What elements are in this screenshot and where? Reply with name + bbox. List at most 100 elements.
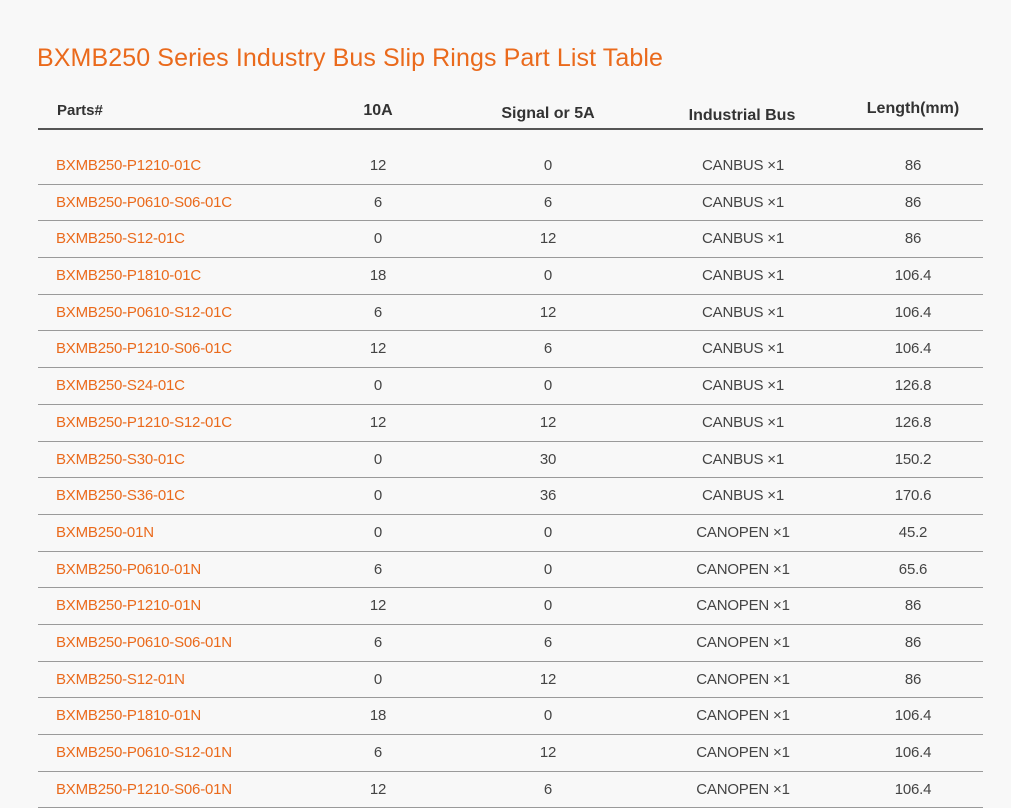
length-cell: 106.4 <box>894 744 932 761</box>
part-number-cell[interactable]: BXMB250-P1210-S06-01C <box>56 340 232 358</box>
signal-cell: 12 <box>539 413 557 431</box>
table-row: BXMB250-P1810-01N 18 0 CANOPEN ×1 106.4 <box>38 698 983 735</box>
signal-cell: 12 <box>539 670 557 688</box>
length-cell: 86 <box>904 670 922 688</box>
header-industrial-bus: Industrial Bus <box>688 107 796 124</box>
length-cell: 126.8 <box>894 413 932 431</box>
length-cell: 170.6 <box>894 487 932 505</box>
ten-amp-cell: 6 <box>373 193 383 211</box>
length-cell: 126.8 <box>894 377 932 395</box>
length-cell: 86 <box>904 597 922 615</box>
part-number-cell[interactable]: BXMB250-01N <box>56 523 154 541</box>
page-title: BXMB250 Series Industry Bus Slip Rings P… <box>37 44 664 72</box>
table-row: BXMB250-S30-01C 0 30 CANBUS ×1 150.2 <box>38 442 983 479</box>
part-number-cell[interactable]: BXMB250-P1210-S12-01C <box>56 413 232 431</box>
signal-cell: 12 <box>539 230 557 248</box>
ten-amp-cell: 6 <box>373 560 383 578</box>
signal-cell: 6 <box>543 193 553 211</box>
header-length: Length(mm) <box>866 100 960 117</box>
length-cell: 86 <box>904 230 922 248</box>
signal-cell: 0 <box>543 707 553 725</box>
length-cell: 106.4 <box>894 267 932 285</box>
industrial-bus-cell: CANOPEN ×1 <box>696 707 790 725</box>
header-signal: Signal or 5A <box>501 105 595 122</box>
signal-cell: 6 <box>543 780 553 798</box>
ten-amp-cell: 12 <box>369 340 387 358</box>
header-parts: Parts# <box>57 102 103 119</box>
part-number-cell[interactable]: BXMB250-P0610-S12-01N <box>56 744 232 761</box>
part-number-cell[interactable]: BXMB250-P0610-S12-01C <box>56 303 232 321</box>
table-row: BXMB250-P0610-S12-01C 6 12 CANBUS ×1 106.4 <box>38 295 983 332</box>
part-number-cell[interactable]: BXMB250-S30-01C <box>56 450 185 468</box>
industrial-bus-cell: CANBUS ×1 <box>702 340 784 358</box>
signal-cell: 12 <box>539 303 557 321</box>
ten-amp-cell: 12 <box>369 157 387 174</box>
table-body: BXMB250-P1210-01C 12 0 CANBUS ×1 86 BXMB250-P… <box>38 148 983 808</box>
industrial-bus-cell: CANBUS ×1 <box>702 157 784 174</box>
part-number-cell[interactable]: BXMB250-P1810-01N <box>56 707 202 725</box>
part-number-cell[interactable]: BXMB250-S12-01C <box>56 230 185 248</box>
ten-amp-cell: 18 <box>369 267 387 285</box>
length-cell: 106.4 <box>894 340 932 358</box>
table-row: BXMB250-P0610-S06-01C 6 6 CANBUS ×1 86 <box>38 185 983 222</box>
signal-cell: 0 <box>543 560 553 578</box>
industrial-bus-cell: CANOPEN ×1 <box>696 780 790 798</box>
table-row: BXMB250-S24-01C 0 0 CANBUS ×1 126.8 <box>38 368 983 405</box>
part-number-cell[interactable]: BXMB250-P1210-01N <box>56 597 202 615</box>
header-10a: 10A <box>363 102 393 119</box>
ten-amp-cell: 12 <box>369 780 387 798</box>
signal-cell: 30 <box>539 450 557 468</box>
signal-cell: 6 <box>543 340 553 358</box>
part-number-cell[interactable]: BXMB250-P1210-01C <box>56 157 202 174</box>
length-cell: 150.2 <box>894 450 932 468</box>
signal-cell: 36 <box>539 487 557 505</box>
industrial-bus-cell: CANBUS ×1 <box>702 193 784 211</box>
industrial-bus-cell: CANOPEN ×1 <box>696 633 790 651</box>
table-row: BXMB250-01N 0 0 CANOPEN ×1 45.2 <box>38 515 983 552</box>
signal-cell: 0 <box>543 377 553 395</box>
industrial-bus-cell: CANBUS ×1 <box>702 487 784 505</box>
part-number-cell[interactable]: BXMB250-P0610-01N <box>56 560 202 578</box>
table-row: BXMB250-P0610-01N 6 0 CANOPEN ×1 65.6 <box>38 552 983 589</box>
industrial-bus-cell: CANBUS ×1 <box>702 267 784 285</box>
ten-amp-cell: 6 <box>373 303 383 321</box>
table-row: BXMB250-S12-01N 0 12 CANOPEN ×1 86 <box>38 662 983 699</box>
part-number-cell[interactable]: BXMB250-P1210-S06-01N <box>56 780 232 798</box>
part-number-cell[interactable]: BXMB250-S36-01C <box>56 487 185 505</box>
table-row: BXMB250-P0610-S12-01N 6 12 CANOPEN ×1 106.4 <box>38 735 983 772</box>
industrial-bus-cell: CANOPEN ×1 <box>696 523 790 541</box>
table-row: BXMB250-S12-01C 0 12 CANBUS ×1 86 <box>38 221 983 259</box>
industrial-bus-cell: CANOPEN ×1 <box>696 560 790 578</box>
signal-cell: 0 <box>543 267 553 285</box>
part-number-cell[interactable]: BXMB250-P0610-S06-01C <box>56 193 232 211</box>
table-row: BXMB250-P1210-01C 12 0 CANBUS ×1 86 <box>38 148 983 185</box>
table-header: Parts# 10A Signal or 5A Industrial Bus L… <box>38 92 983 130</box>
length-cell: 65.6 <box>898 560 928 578</box>
part-number-cell[interactable]: BXMB250-P1810-01C <box>56 267 202 285</box>
part-number-cell[interactable]: BXMB250-S24-01C <box>56 377 185 395</box>
length-cell: 86 <box>904 193 922 211</box>
length-cell: 86 <box>904 157 922 174</box>
ten-amp-cell: 0 <box>373 487 383 505</box>
industrial-bus-cell: CANOPEN ×1 <box>696 744 790 761</box>
ten-amp-cell: 0 <box>373 450 383 468</box>
ten-amp-cell: 18 <box>369 707 387 725</box>
ten-amp-cell: 6 <box>373 633 383 651</box>
ten-amp-cell: 0 <box>373 230 383 248</box>
industrial-bus-cell: CANBUS ×1 <box>702 413 784 431</box>
length-cell: 86 <box>904 633 922 651</box>
ten-amp-cell: 0 <box>373 523 383 541</box>
ten-amp-cell: 6 <box>373 744 383 761</box>
length-cell: 106.4 <box>894 780 932 798</box>
ten-amp-cell: 12 <box>369 413 387 431</box>
ten-amp-cell: 0 <box>373 377 383 395</box>
industrial-bus-cell: CANBUS ×1 <box>702 230 784 248</box>
table-row: BXMB250-P1210-01N 12 0 CANOPEN ×1 86 <box>38 588 983 625</box>
table-row: BXMB250-P1810-01C 18 0 CANBUS ×1 106.4 <box>38 258 983 295</box>
signal-cell: 0 <box>543 523 553 541</box>
industrial-bus-cell: CANOPEN ×1 <box>696 597 790 615</box>
table-row: BXMB250-S36-01C 0 36 CANBUS ×1 170.6 <box>38 478 983 515</box>
table-row: BXMB250-P1210-S12-01C 12 12 CANBUS ×1 126.8 <box>38 405 983 442</box>
part-number-cell[interactable]: BXMB250-P0610-S06-01N <box>56 633 232 651</box>
part-number-cell[interactable]: BXMB250-S12-01N <box>56 670 185 688</box>
